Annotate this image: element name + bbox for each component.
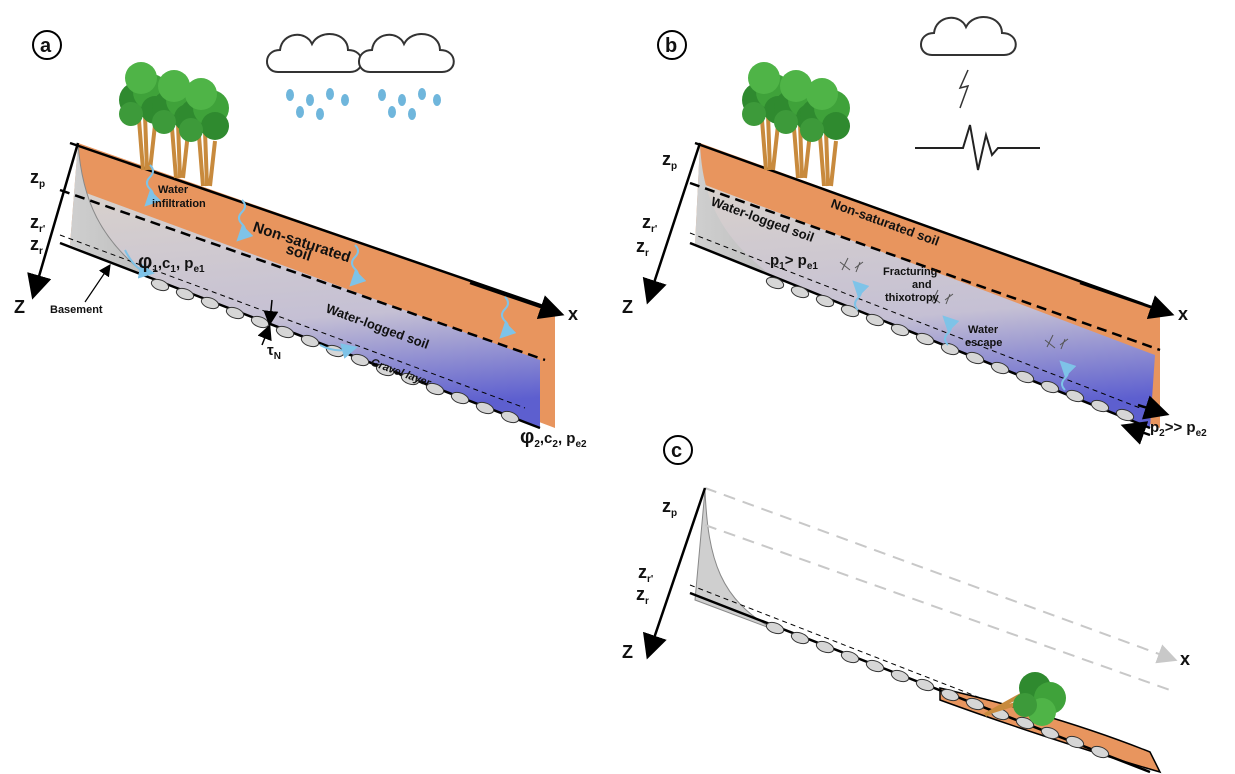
basement-label: Basement xyxy=(50,304,103,316)
waterlogged-soil-b xyxy=(695,183,1155,428)
panel-a: a xyxy=(14,30,587,450)
panel-b-badge xyxy=(657,30,687,60)
panel-b: b xyxy=(622,15,1207,445)
panel-c-badge xyxy=(663,435,693,465)
water-infiltration-label-1: Water xyxy=(158,184,189,196)
z-axis-label-b: Z xyxy=(622,297,633,317)
phi1-c1-pe1-label: φ1,c1, pe1 xyxy=(138,251,205,275)
water-infiltration-label-2: infiltration xyxy=(152,198,206,210)
water-escape-label-2: escape xyxy=(965,337,1002,349)
water-escape-label-1: Water xyxy=(968,324,999,336)
zr2-label-c: zr' xyxy=(638,562,653,585)
panel-a-badge xyxy=(32,30,62,60)
fracture-marks xyxy=(839,257,1069,350)
zr2-label-b: zr' xyxy=(642,212,657,235)
panel-c: c xyxy=(622,435,1190,774)
z-axis-b xyxy=(642,142,702,305)
fracturing-label-2: and xyxy=(912,279,932,291)
p2-gg-pe2-label: p2>> pe2 xyxy=(1150,419,1207,439)
x-axis-label-a: x xyxy=(568,304,578,324)
zr2-label-a: zr' xyxy=(30,212,45,235)
panel-c-letter: c xyxy=(671,440,682,462)
gravel-layer-c xyxy=(765,621,1110,759)
basement-b xyxy=(695,143,775,278)
water-escape-arrows xyxy=(852,280,1077,391)
zp-label-a: zp xyxy=(30,167,45,190)
z-axis-label-c: Z xyxy=(622,642,633,662)
zr-label-c: zr xyxy=(636,584,649,607)
zp-label-b: zp xyxy=(662,149,677,172)
seismic-icon xyxy=(915,124,1040,171)
water-infiltration-arrows xyxy=(124,164,517,359)
zp-dashed-a xyxy=(59,188,546,362)
rain-clouds xyxy=(265,32,455,120)
surface-line-a xyxy=(69,141,556,312)
fallen-tree xyxy=(984,672,1066,726)
basement-a xyxy=(70,143,150,278)
basement-c xyxy=(694,489,776,631)
z-axis-c xyxy=(642,487,707,660)
zp-label-c: zp xyxy=(662,496,677,519)
waterlogged-soil-a xyxy=(70,190,540,428)
phi2-c2-pe2-label: φ2,c2, pe2 xyxy=(520,426,587,450)
zr-label-b: zr xyxy=(636,236,649,259)
panel-b-letter: b xyxy=(665,35,677,57)
x-axis-label-b: x xyxy=(1178,304,1188,324)
tau-label: τN xyxy=(267,342,281,362)
z-axis-a xyxy=(27,142,80,300)
z-axis-label-a: Z xyxy=(14,297,25,317)
x-axis-label-c: x xyxy=(1180,649,1190,669)
fracturing-label-3: thixotropy xyxy=(885,292,940,304)
fracturing-label-1: Fracturing xyxy=(883,266,937,278)
panel-a-letter: a xyxy=(40,35,52,57)
p1-gt-pe1-label: p1> pe1 xyxy=(770,252,818,272)
zr-label-a: zr xyxy=(30,234,43,257)
storm-cloud xyxy=(915,15,1040,171)
gravel-layer-b xyxy=(765,276,1135,422)
